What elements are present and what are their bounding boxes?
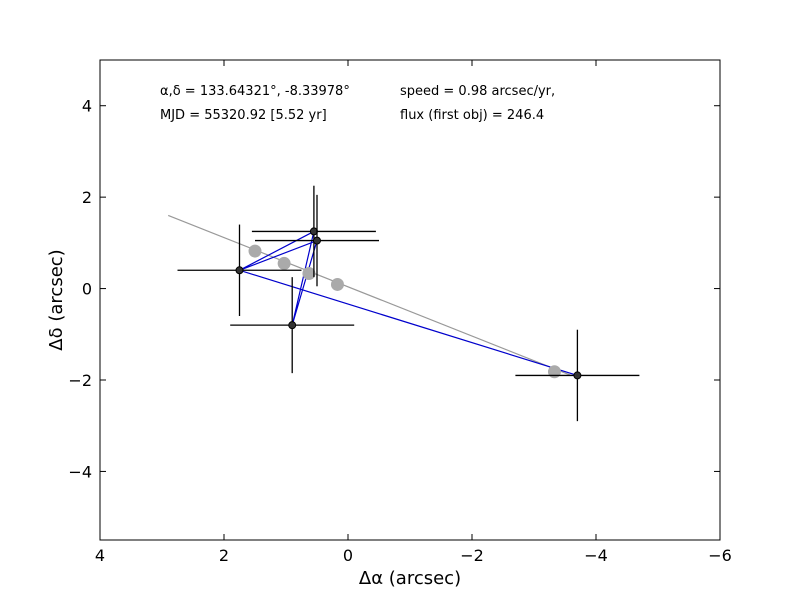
x-tick-label: 0 [343,546,353,565]
x-tick-label: −2 [460,546,484,565]
annotation-mjd: MJD = 55320.92 [5.52 yr] [160,108,327,123]
y-tick-label: 0 [82,280,92,299]
x-tick-label: 4 [95,546,105,565]
annotation-flux: flux (first obj) = 246.4 [400,108,544,123]
observation-point-4 [288,321,297,330]
model-point-2 [277,256,291,270]
x-tick-label: −4 [584,546,608,565]
observation-point-1 [235,266,244,275]
axis-ticks: 4 2 0 −2 −4 −6 4 2 0 −2 −4 [68,60,732,565]
annotation-coords: α,δ = 133.64321°, -8.33978° [160,84,350,99]
model-point-1 [248,244,262,258]
x-tick-label: −6 [708,546,732,565]
y-tick-label: −4 [68,462,92,481]
observation-point-5 [573,371,582,380]
observation-path-line [237,230,578,377]
model-trend-line [167,214,572,376]
y-axis-title: Δδ (arcsec) [46,249,67,350]
model-point-3 [302,266,316,280]
chart-marks [167,185,640,422]
y-tick-label: 2 [82,188,92,207]
plot-area-frame [99,59,721,541]
x-axis-title: Δα (arcsec) [359,568,461,589]
x-tick-label: 2 [219,546,229,565]
y-tick-label: −2 [68,371,92,390]
observation-point-3 [313,236,321,245]
model-point-4 [330,277,344,291]
y-tick-label: 4 [82,97,92,116]
model-point-5 [547,365,561,379]
annotation-speed: speed = 0.98 arcsec/yr, [400,84,555,99]
